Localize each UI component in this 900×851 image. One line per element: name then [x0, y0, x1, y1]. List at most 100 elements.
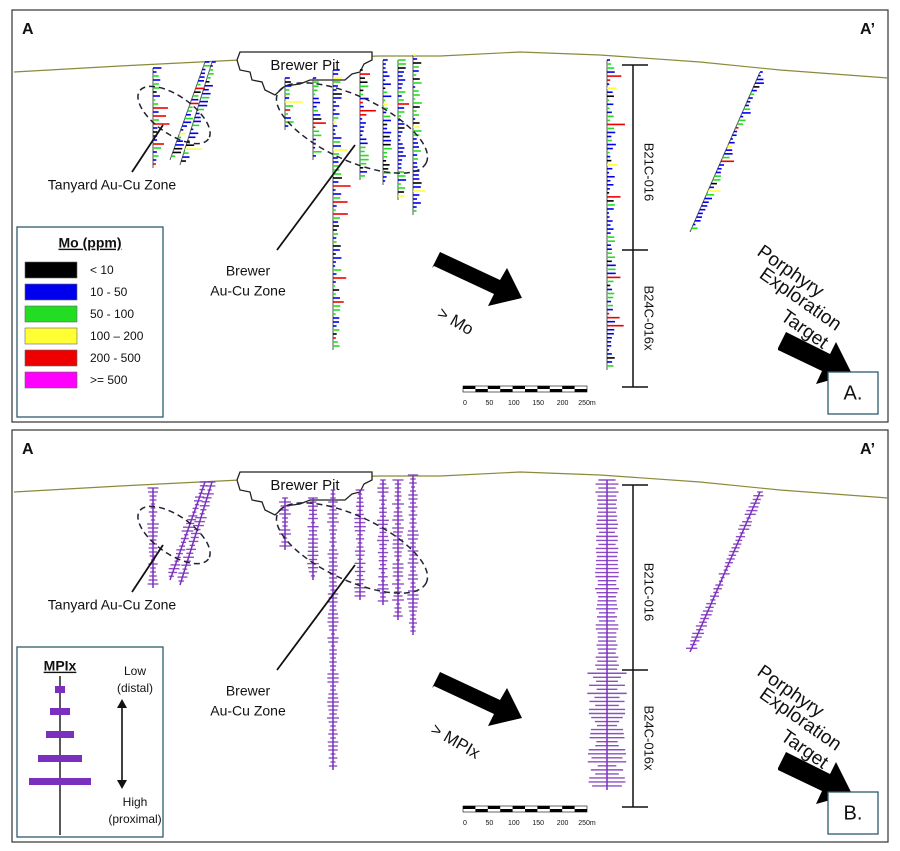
trend-arrow: [778, 752, 852, 804]
legend-bar: [50, 708, 70, 715]
trend-label: > Mo: [434, 303, 477, 339]
legend-bar: [46, 731, 74, 738]
scale-segment: [574, 389, 587, 392]
legend-bar: [55, 686, 65, 693]
scale-segment: [549, 809, 563, 812]
corner-label: A: [22, 441, 34, 458]
legend-swatch: [24, 371, 78, 389]
corner-label: A: [22, 21, 34, 38]
arrow-head: [117, 699, 127, 708]
zone-label: Tanyard Au-Cu Zone: [48, 597, 177, 613]
topography: [13, 471, 889, 499]
trend-label: > MPIx: [428, 720, 484, 763]
panel-frame: [11, 429, 889, 843]
hole-label: B24C-016x: [642, 705, 657, 771]
scale-segment: [475, 389, 488, 392]
scale-label: 100: [508, 820, 520, 827]
scale-label: 150: [532, 400, 544, 407]
trend-arrow: [778, 332, 852, 384]
scale-label: 50: [486, 820, 494, 827]
pit-label: Brewer Pit: [270, 477, 340, 494]
legend-title: MPIx: [44, 658, 77, 674]
zone-label: Tanyard Au-Cu Zone: [48, 177, 177, 193]
drill-hole: [689, 71, 761, 233]
scale-segment: [463, 386, 476, 389]
panel-label: A.: [844, 382, 863, 404]
legend-label: 10 - 50: [90, 285, 128, 299]
panel-label-box: [827, 791, 879, 835]
scale-bar: [462, 805, 588, 813]
scale-segment: [487, 806, 501, 809]
legend-label: High: [123, 795, 148, 809]
pointer: [131, 544, 164, 593]
legend-label: 200 - 500: [90, 351, 141, 365]
scale-segment: [512, 806, 525, 809]
zone-outline: [137, 505, 211, 565]
legend-swatch: [24, 349, 78, 367]
legend-swatch: [24, 305, 78, 323]
corner-label: A’: [860, 441, 875, 458]
scale-segment: [475, 809, 488, 812]
zone-label: Brewer: [226, 263, 271, 279]
panel-frame: [11, 9, 889, 423]
scale-label: 200: [557, 820, 569, 827]
panel: A A’ Brewer Pit Tanyard Au-Cu Zone Brewer Au-…: [11, 429, 889, 843]
scale-label: 50: [486, 400, 494, 407]
legend-label: (proximal): [108, 812, 161, 826]
legend-swatch: [24, 283, 78, 301]
legend-swatch: [24, 327, 78, 345]
hole-label: B21C-016: [642, 143, 657, 202]
scale-segment: [525, 809, 538, 812]
panel-label-box: [827, 371, 879, 415]
scale-segment: [562, 806, 575, 809]
pit-outline: [236, 471, 373, 516]
legend-bar: [38, 755, 82, 762]
scale-label: 150: [532, 820, 544, 827]
drill-hole: [689, 491, 761, 653]
legend-label: 100 – 200: [90, 329, 144, 343]
scale-segment: [500, 389, 513, 392]
pit-label: Brewer Pit: [270, 57, 340, 74]
scale-bar: [462, 385, 588, 393]
legend-label: >= 500: [90, 373, 128, 387]
scale-label: 100: [508, 400, 520, 407]
scale-segment: [463, 806, 476, 809]
zone-outline: [275, 502, 429, 594]
scale-segment: [537, 806, 550, 809]
trend-arrow: [432, 672, 522, 726]
legend-label: (distal): [117, 681, 153, 695]
scale-label: 0: [463, 820, 467, 827]
zone-outline: [275, 82, 429, 174]
legend-label: < 10: [90, 263, 114, 277]
pointer: [276, 564, 356, 671]
scale-segment: [487, 386, 501, 389]
arrow-head: [117, 780, 127, 789]
scale-segment: [562, 386, 575, 389]
scale-segment: [574, 809, 587, 812]
panel: A A’ Brewer Pit Tanyard Au-Cu Zone Brewer Au-…: [11, 9, 889, 423]
hole-label: B21C-016: [642, 563, 657, 622]
scale-segment: [500, 809, 513, 812]
legend-bar: [29, 778, 91, 785]
scale-label: 250m: [578, 820, 596, 827]
panel-label: B.: [844, 802, 863, 824]
zone-label: Brewer: [226, 683, 271, 699]
topography: [13, 51, 889, 79]
zone-label: Au-Cu Zone: [210, 283, 286, 299]
scale-label: 200: [557, 400, 569, 407]
legend-swatch: [24, 261, 78, 279]
legend-title: Mo (ppm): [59, 235, 122, 251]
pit-outline: [236, 51, 373, 96]
zone-label: Au-Cu Zone: [210, 703, 286, 719]
pointer: [276, 144, 356, 251]
pointer: [131, 124, 164, 173]
corner-label: A’: [860, 21, 875, 38]
scale-segment: [537, 386, 550, 389]
hole-label: B24C-016x: [642, 285, 657, 351]
scale-label: 250m: [578, 400, 596, 407]
scale-label: 0: [463, 400, 467, 407]
legend-label: Low: [124, 664, 146, 678]
zone-outline: [137, 85, 211, 145]
legend-box: [16, 646, 164, 838]
